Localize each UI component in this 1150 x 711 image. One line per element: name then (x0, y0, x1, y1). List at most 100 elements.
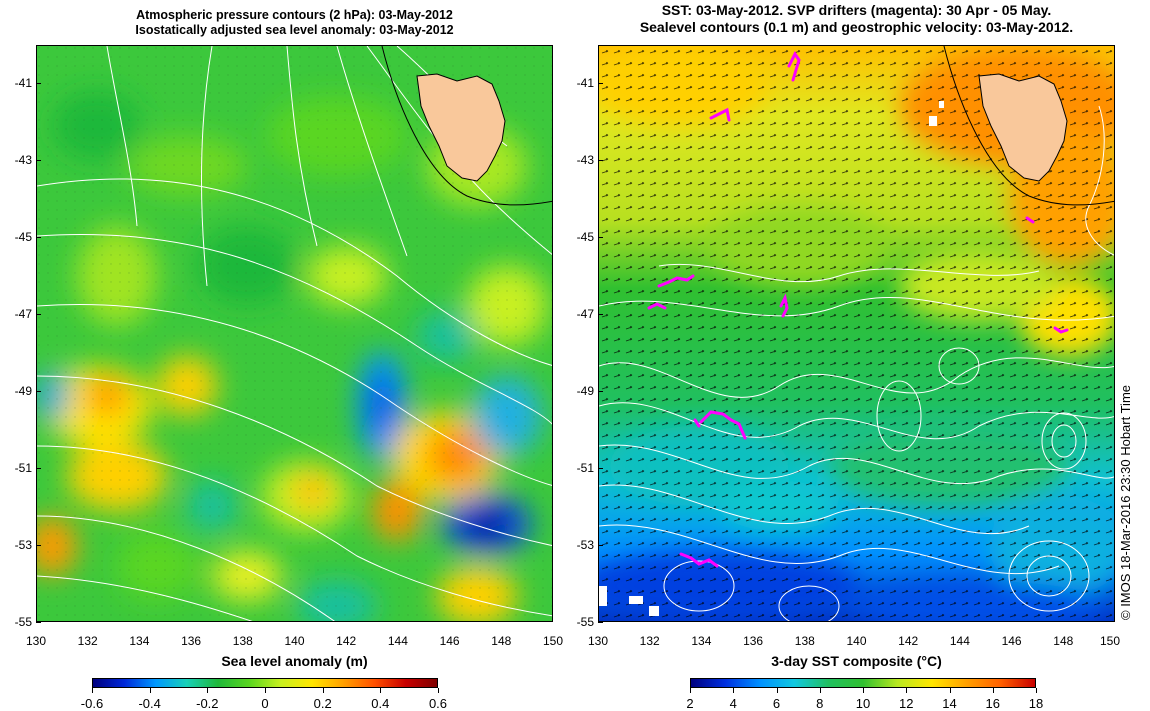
right-colorbar-label: 3-day SST composite (°C) (771, 653, 942, 669)
cbar-right-tick-label: 4 (729, 696, 737, 711)
left-lon-tick-label: 144 (387, 634, 408, 648)
cbar-left-tick-label: 0.6 (428, 696, 448, 711)
left-lat-tick-label: -55 (14, 615, 32, 629)
right-lon-tick-label: 138 (794, 634, 815, 648)
left-lat-tick-label: -49 (14, 384, 32, 399)
cbar-right-tick-label: 18 (1028, 696, 1044, 711)
left-lat-tick (36, 545, 41, 547)
svp-drifter-tracks (647, 51, 1069, 568)
left-lon-tick-label: 132 (77, 634, 98, 648)
cbar-left-tick (380, 688, 382, 693)
right-lat-tick (598, 160, 603, 162)
sst-map (598, 45, 1115, 622)
left-title-line1: Atmospheric pressure contours (2 hPa): 0… (136, 8, 453, 22)
cbar-right-tick (992, 688, 994, 693)
right-lat-tick-label: -55 (576, 615, 594, 629)
left-lat-tick (36, 160, 41, 162)
left-lat-tick (36, 314, 41, 316)
right-lon-tick-label: 148 (1053, 634, 1074, 648)
cbar-right-tick (733, 688, 735, 693)
sea-level-anomaly-field (37, 46, 552, 621)
left-lat-tick (36, 468, 41, 470)
left-lon-tick-label: 136 (181, 634, 202, 648)
cbar-right-tick-label: 12 (899, 696, 914, 711)
left-lon-tick-label: 138 (232, 634, 253, 648)
sst-colorbar (690, 678, 1036, 688)
right-lat-tick (598, 314, 603, 316)
right-lon-tick-label: 132 (639, 634, 660, 648)
right-lat-tick-label: -53 (576, 538, 594, 553)
left-lon-tick-label: 134 (129, 634, 150, 648)
left-lat-tick (36, 391, 41, 393)
right-lon-tick-label: 142 (898, 634, 919, 648)
sea-level-colorbar (92, 678, 438, 688)
right-lat-tick (598, 545, 603, 547)
cbar-left-tick-label: 0.2 (313, 696, 332, 711)
cbar-left-tick-label: -0.6 (80, 696, 104, 711)
tasmania-land (978, 73, 1068, 182)
right-map-title: SST: 03-May-2012. SVP drifters (magenta)… (598, 2, 1115, 36)
right-lat-tick-label: -41 (576, 76, 594, 91)
cbar-right-tick-label: 8 (816, 696, 824, 711)
pressure-contours (37, 46, 552, 621)
sealevel-contours (599, 105, 1114, 621)
cbar-right-tick (776, 688, 778, 693)
right-lat-tick (598, 468, 603, 470)
right-lon-tick-label: 150 (1099, 634, 1121, 648)
sea-level-anomaly-map (36, 45, 553, 622)
left-lat-tick-label: -53 (14, 538, 32, 553)
left-map-title: Atmospheric pressure contours (2 hPa): 0… (36, 8, 553, 38)
cbar-left-tick-label: -0.2 (196, 696, 219, 711)
left-title-line2: Isostatically adjusted sea level anomaly… (135, 23, 454, 37)
right-lat-tick (598, 237, 603, 239)
right-lat-tick (598, 622, 603, 623)
cbar-left-tick (438, 688, 439, 693)
right-lon-tick-label: 134 (691, 634, 712, 648)
left-lat-tick (36, 237, 41, 239)
right-lon-tick-label: 146 (1001, 634, 1022, 648)
left-lat-tick-label: -51 (14, 461, 32, 476)
tasmania-land (416, 73, 506, 182)
right-lon-tick-label: 130 (587, 634, 609, 648)
left-colorbar-label: Sea level anomaly (m) (221, 653, 368, 669)
right-lat-tick-label: -43 (576, 153, 594, 168)
right-lat-tick (598, 391, 603, 393)
left-lon-tick-label: 146 (439, 634, 460, 648)
cbar-left-tick-label: 0.4 (371, 696, 390, 711)
right-lon-tick-label: 140 (846, 634, 867, 648)
cbar-left-tick (322, 688, 324, 693)
left-lon-tick-label: 148 (491, 634, 512, 648)
right-lon-tick-label: 144 (949, 634, 970, 648)
cbar-right-tick-label: 14 (942, 696, 957, 711)
left-lon-tick-label: 142 (336, 634, 357, 648)
shelf-contour (943, 46, 1114, 206)
cbar-left-tick-label: 0 (261, 696, 269, 711)
right-lat-tick-label: -47 (576, 307, 594, 322)
cbar-right-tick (690, 688, 691, 693)
left-lat-tick-label: -45 (14, 230, 32, 245)
right-lat-tick (598, 83, 603, 85)
sst-field (599, 46, 1114, 621)
left-lon-tick-label: 140 (284, 634, 305, 648)
left-lon-tick-label: 130 (25, 634, 47, 648)
left-lat-tick-label: -47 (14, 307, 32, 322)
missing-data-specks (599, 101, 944, 616)
cbar-right-tick (863, 688, 864, 693)
cbar-right-tick (906, 688, 908, 693)
right-lat-tick-label: -49 (576, 384, 594, 399)
right-title-line2: Sealevel contours (0.1 m) and geostrophi… (639, 19, 1074, 35)
shelf-contour (381, 46, 552, 206)
cbar-right-tick-label: 6 (772, 696, 781, 711)
right-lat-tick-label: -45 (576, 230, 594, 245)
cbar-left-tick (265, 688, 266, 693)
right-lat-tick-label: -51 (576, 461, 594, 476)
cbar-left-tick (149, 688, 151, 693)
cbar-left-tick (207, 688, 209, 693)
left-lat-tick (36, 622, 41, 623)
left-lat-tick (36, 83, 41, 85)
cbar-right-tick (1036, 688, 1037, 693)
cbar-right-tick (819, 688, 821, 693)
cbar-right-tick (949, 688, 951, 693)
left-lon-tick-label: 150 (542, 634, 564, 648)
cbar-right-tick-label: 16 (985, 696, 1000, 711)
